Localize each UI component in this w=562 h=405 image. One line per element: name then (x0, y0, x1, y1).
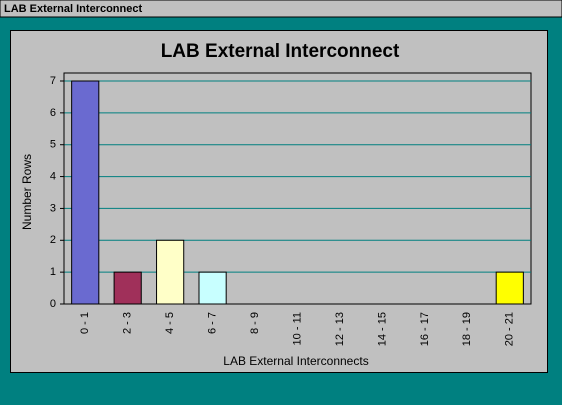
x-axis-label: LAB External Interconnects (223, 354, 368, 368)
plot-area (63, 72, 532, 305)
bar (495, 271, 524, 305)
bar (156, 239, 185, 305)
x-tick-label: 14 - 15 (376, 312, 388, 346)
x-tick-label: 10 - 11 (291, 312, 303, 345)
x-tick-label: 16 - 17 (419, 312, 431, 346)
x-tick-label: 2 - 3 (122, 312, 134, 334)
title-bar (0, 0, 562, 18)
x-tick-label: 20 - 21 (504, 312, 516, 346)
bar (71, 80, 100, 305)
x-tick-label: 8 - 9 (249, 312, 261, 334)
x-tick-label: 4 - 5 (164, 312, 176, 334)
x-tick-label: 6 - 7 (206, 312, 218, 334)
y-tick-label: 4 (50, 170, 56, 182)
y-tick-label: 7 (50, 75, 56, 87)
chart-title: LAB External Interconnect (161, 41, 400, 62)
y-tick-label: 6 (50, 107, 56, 119)
bar (198, 271, 227, 305)
x-tick-label: 18 - 19 (461, 312, 473, 346)
x-tick-label: 0 - 1 (79, 312, 91, 334)
window-title: LAB External Interconnect (4, 3, 142, 15)
y-tick-label: 3 (50, 202, 56, 214)
x-tick-label: 12 - 13 (334, 312, 346, 346)
bar (113, 271, 142, 305)
y-axis-label: Number Rows (20, 154, 34, 230)
y-tick-label: 0 (50, 298, 56, 310)
y-tick-label: 5 (50, 139, 56, 151)
y-tick-label: 1 (50, 266, 56, 278)
y-tick-label: 2 (50, 234, 56, 246)
